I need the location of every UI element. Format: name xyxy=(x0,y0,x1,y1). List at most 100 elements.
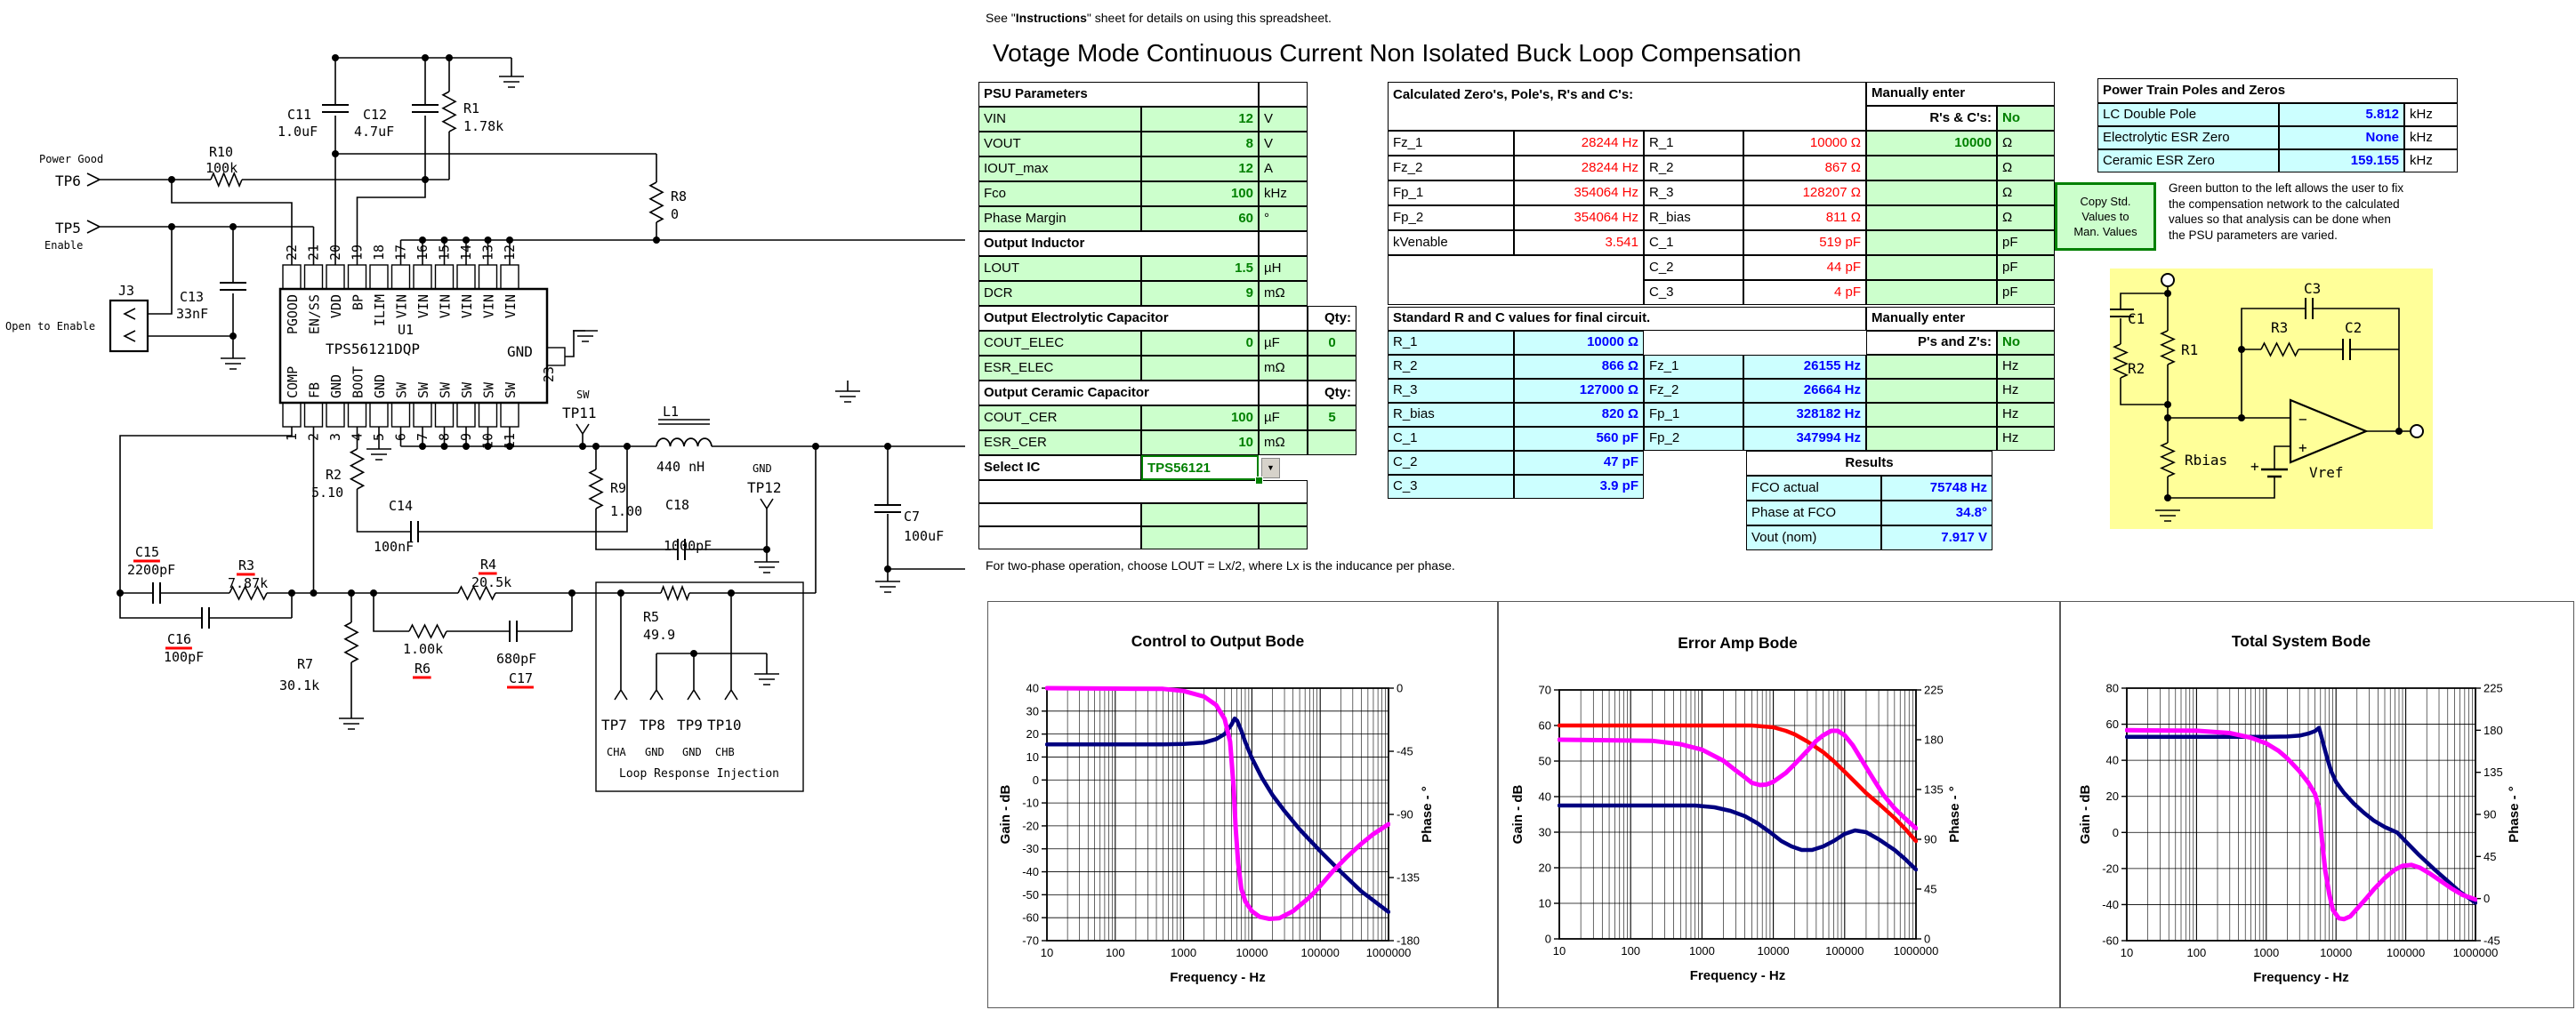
psu-value-cell[interactable]: 100 xyxy=(1141,405,1259,430)
psu-qty-cell[interactable] xyxy=(1308,356,1356,381)
ic-pin-label: SW xyxy=(503,381,519,398)
select-ic-dropdown-arrow-icon[interactable]: ▼ xyxy=(1261,458,1280,478)
schematic-label: GND xyxy=(682,746,702,758)
ic-pin-label: VDD xyxy=(328,294,344,318)
results-value: 75748 Hz xyxy=(1881,476,1992,501)
x-axis-tick: 10 xyxy=(2121,946,2133,959)
copy-std-values-button[interactable]: Copy Std. Values to Man. Values xyxy=(2055,182,2156,251)
schematic-label: 20.5k xyxy=(471,574,511,590)
schematic-label: C14 xyxy=(389,498,413,514)
manual-value-cell[interactable] xyxy=(1866,180,1997,205)
left-axis-tick: -10 xyxy=(1022,797,1039,810)
psu-value-cell[interactable]: 9 xyxy=(1141,281,1259,306)
psu-unit-cell: mΩ xyxy=(1259,356,1308,381)
series-gain xyxy=(1045,716,1390,914)
psu-unit-cell: V xyxy=(1259,132,1308,156)
right-axis-tick: 0 xyxy=(1397,682,1403,695)
green-button-note: Green button to the left allows the user… xyxy=(2169,180,2462,243)
psu-unit-cell xyxy=(1259,82,1308,107)
manual-unit-cell: pF xyxy=(1997,230,2055,255)
error-amp-bode-chart: 70 60 50 40 30 20 10 0 225 180 135 90 45 0 10 100 1000 10… xyxy=(1498,601,2060,1008)
copy-button-line: Copy Std. xyxy=(2080,195,2131,208)
std-name1: R_bias xyxy=(1388,403,1514,427)
manually-enter-flag[interactable]: No xyxy=(1997,106,2055,131)
manual-value-cell[interactable] xyxy=(1866,205,1997,230)
psu-blank-unit[interactable] xyxy=(1259,503,1308,526)
psu-value-cell[interactable]: 60 xyxy=(1141,206,1259,231)
ic-pin-label: ILIM xyxy=(372,294,388,326)
psu-unit-cell: mΩ xyxy=(1259,430,1308,455)
manual-value-cell[interactable] xyxy=(1866,230,1997,255)
std-name2: Fz_1 xyxy=(1644,355,1743,379)
manual-unit-cell: Ω xyxy=(1997,131,2055,156)
manual-pz-cell[interactable] xyxy=(1866,379,1997,403)
psu-blank-unit[interactable] xyxy=(1259,526,1308,549)
schematic-label: TP11 xyxy=(562,405,597,421)
manual-pz-cell[interactable] xyxy=(1866,427,1997,451)
psu-value-cell[interactable]: 10 xyxy=(1141,430,1259,455)
schematic-label: 440 nH xyxy=(656,459,704,475)
psu-qty-cell[interactable]: 5 xyxy=(1308,405,1356,430)
psu-value-cell[interactable] xyxy=(1141,356,1259,381)
left-axis-tick: 0 xyxy=(1545,933,1551,946)
left-axis-tick: 30 xyxy=(1026,704,1039,717)
psu-value-cell[interactable]: 0 xyxy=(1141,331,1259,356)
psu-value-cell[interactable]: 8 xyxy=(1141,132,1259,156)
x-axis-tick: 100 xyxy=(2187,946,2207,959)
left-axis-tick: 0 xyxy=(2113,826,2119,839)
psu-value-cell[interactable]: 12 xyxy=(1141,107,1259,132)
select-ic-value[interactable]: TPS56121 xyxy=(1141,455,1259,480)
manual-value-cell[interactable] xyxy=(1866,255,1997,280)
manual-pz-cell[interactable] xyxy=(1866,355,1997,379)
psu-unit-cell: ° xyxy=(1259,206,1308,231)
select-ic-label: Select IC xyxy=(978,455,1141,480)
manual-pz-cell[interactable] xyxy=(1866,403,1997,427)
std-value1: 3.9 pF xyxy=(1514,475,1644,499)
psu-qty-header: Qty: xyxy=(1308,306,1356,331)
chart-title: Control to Output Bode xyxy=(1131,632,1305,650)
psu-value-cell[interactable]: 1.5 xyxy=(1141,256,1259,281)
manual-value-cell[interactable]: 10000 xyxy=(1866,131,1997,156)
psu-value-cell[interactable]: 12 xyxy=(1141,156,1259,181)
psu-qty-header: Qty: xyxy=(1308,381,1356,405)
x-axis-tick: 100 xyxy=(1106,946,1125,959)
psu-row-label: ESR_ELEC xyxy=(978,356,1141,381)
schematic-label: 100uF xyxy=(904,528,944,544)
psu-value-cell[interactable]: 100 xyxy=(1141,181,1259,206)
calc-value2: 519 pF xyxy=(1743,230,1866,255)
x-axis-label: Frequency - Hz xyxy=(1170,970,1266,985)
right-axis-tick: 0 xyxy=(2483,892,2490,905)
left-axis-tick: 20 xyxy=(1539,862,1551,875)
schematic-label: C11 xyxy=(287,107,311,123)
manually-enter-flag[interactable]: No xyxy=(1997,331,2055,355)
left-axis-tick: -50 xyxy=(1022,888,1039,902)
std-name1: C_2 xyxy=(1388,451,1514,475)
psu-unit-cell: V xyxy=(1259,107,1308,132)
calc-name1: Fz_1 xyxy=(1388,131,1514,156)
manual-value-cell[interactable] xyxy=(1866,156,1997,180)
psu-row-label: LOUT xyxy=(978,256,1141,281)
psu-qty-cell[interactable] xyxy=(1308,430,1356,455)
control-to-output-bode-chart: 40 30 20 10 0 -10 -20 -30 -40 -50 -60 -70 0 -45 -90 -13… xyxy=(987,601,1498,1008)
calc-value1: 354064 Hz xyxy=(1514,205,1644,230)
std-value2: 347994 Hz xyxy=(1743,427,1866,451)
manual-pz-unit: Hz xyxy=(1997,427,2055,451)
x-axis-tick: 100 xyxy=(1621,944,1640,958)
schematic-label: C15 xyxy=(135,544,159,560)
right-axis-tick: -45 xyxy=(1397,745,1413,758)
ic-pin-label: COMP xyxy=(285,366,301,398)
schematic-label: R10 xyxy=(209,144,233,160)
psu-blank-input[interactable] xyxy=(1141,526,1259,549)
schematic-label: GND xyxy=(753,462,772,475)
x-axis-tick: 1000000 xyxy=(2453,946,2499,959)
left-axis-tick: -40 xyxy=(2102,898,2119,911)
results-label: Vout (nom) xyxy=(1746,525,1881,550)
psu-qty-cell[interactable]: 0 xyxy=(1308,331,1356,356)
manual-value-cell[interactable] xyxy=(1866,280,1997,305)
psu-blank-input[interactable] xyxy=(1141,503,1259,526)
left-axis-tick: 40 xyxy=(2106,754,2119,767)
psu-blank-label xyxy=(978,526,1141,549)
schematic-label: 49.9 xyxy=(643,627,675,643)
total-system-bode-chart: 80 60 40 20 0 -20 -40 -60 225 180 135 90 45 0 -45 10 100… xyxy=(2060,601,2574,1008)
manual-unit-cell: pF xyxy=(1997,255,2055,280)
